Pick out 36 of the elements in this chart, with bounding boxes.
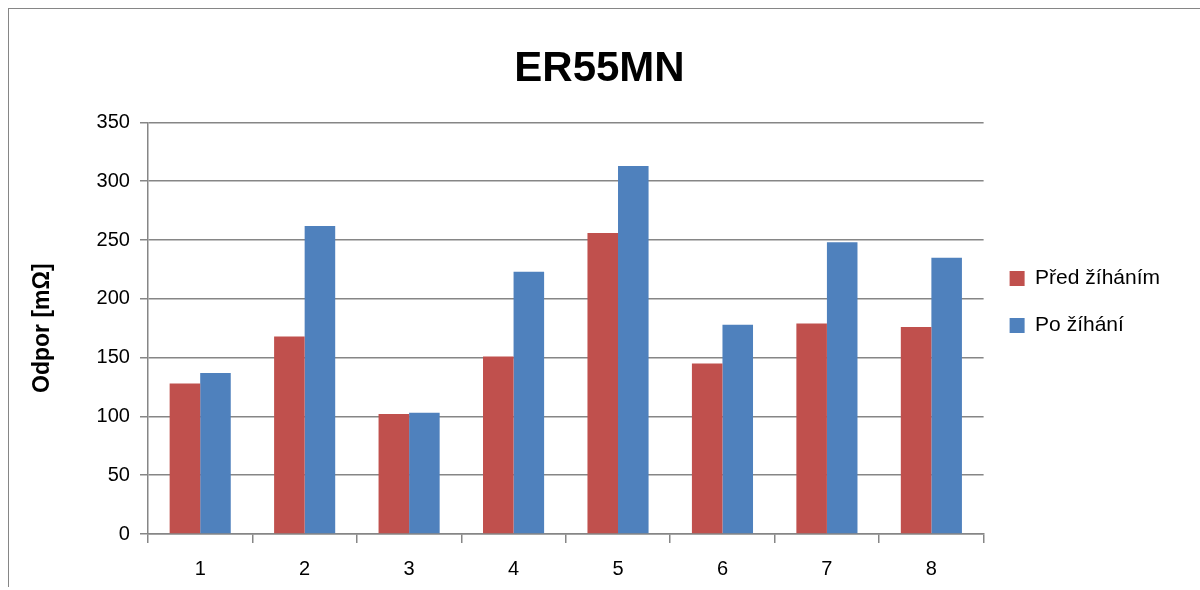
chart-title: ER55MN — [514, 42, 685, 90]
bar — [618, 165, 649, 534]
bar — [169, 383, 201, 534]
bar — [378, 414, 410, 534]
bar — [931, 257, 962, 534]
y-tick-label: 250 — [96, 227, 130, 250]
y-tick-label: 0 — [118, 521, 130, 544]
bar — [826, 242, 858, 534]
x-tick-label: 5 — [612, 556, 624, 579]
bar — [200, 372, 231, 534]
bar — [796, 323, 827, 534]
legend-label: Před žíháním — [1035, 265, 1161, 289]
bar — [900, 327, 932, 534]
bar — [722, 324, 754, 534]
y-tick-label: 300 — [96, 168, 130, 191]
bar — [304, 225, 336, 534]
bar — [513, 271, 545, 534]
x-tick-label: 8 — [925, 556, 937, 579]
x-tick-label: 1 — [194, 556, 206, 579]
y-tick-label: 150 — [96, 345, 130, 368]
bar — [587, 232, 619, 534]
x-tick-label: 3 — [403, 556, 415, 579]
x-tick-label: 7 — [821, 556, 833, 579]
bar — [691, 363, 723, 534]
legend-label: Po žíhání — [1035, 312, 1124, 336]
y-tick-label: 50 — [107, 462, 130, 485]
x-tick-label: 6 — [716, 556, 729, 579]
bar — [274, 336, 305, 534]
y-tick-label: 200 — [96, 286, 130, 309]
y-tick-label: 100 — [96, 403, 130, 426]
bar — [409, 412, 440, 534]
x-tick-label: 2 — [299, 556, 311, 579]
y-tick-label: 350 — [96, 109, 130, 132]
bar — [483, 356, 514, 534]
x-tick-label: 4 — [508, 556, 520, 579]
y-axis-title: Odpor [mΩ] — [28, 263, 55, 393]
